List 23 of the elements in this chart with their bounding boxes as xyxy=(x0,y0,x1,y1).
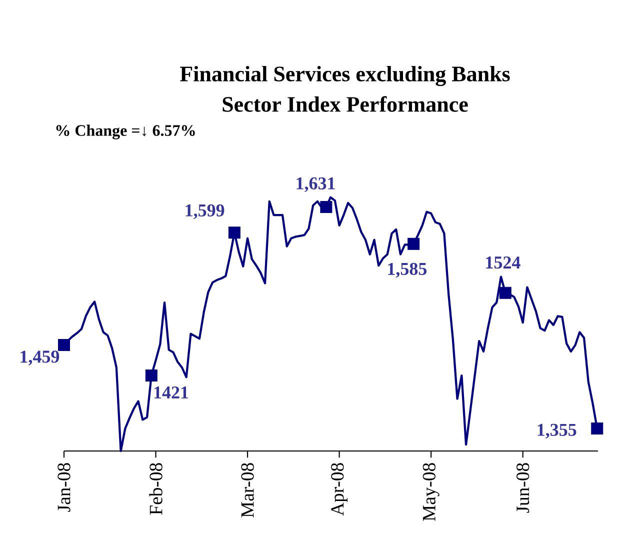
data-label: 1,459 xyxy=(20,350,60,366)
point xyxy=(58,339,70,352)
data-label: 1,585 xyxy=(388,262,427,278)
x-tick-label: Jun-08 xyxy=(516,463,530,513)
point xyxy=(228,226,240,239)
point xyxy=(320,200,332,213)
point xyxy=(145,370,158,382)
data-label: 1421 xyxy=(154,386,188,398)
chart-title: Financial Services excluding Banks xyxy=(180,66,510,86)
chart-subtitle: Sector Index Performance xyxy=(222,96,468,112)
x-tick-label: Jan-08 xyxy=(58,463,70,512)
data-label: 1,599 xyxy=(186,204,224,220)
point xyxy=(591,422,604,435)
point xyxy=(408,238,420,250)
x-tick-label: Apr-08 xyxy=(331,463,348,516)
text: % Change =↓ 6.57% xyxy=(56,124,195,140)
point xyxy=(499,286,512,299)
data-label: 1,631 xyxy=(296,177,335,192)
x-tick-label: Feb-08 xyxy=(149,463,162,515)
x-tick-label: Mar-08 xyxy=(241,463,254,518)
data-label: 1524 xyxy=(486,256,520,269)
x-tick-label: May-08 xyxy=(422,463,440,521)
data-label: 1,355 xyxy=(538,424,576,439)
